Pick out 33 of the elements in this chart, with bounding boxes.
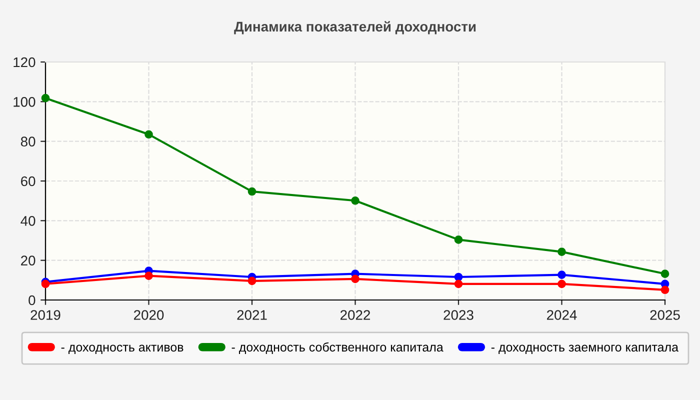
x-tick-label: 2023 [444,310,474,320]
point [144,272,153,280]
x-tick-label: 2022 [340,310,370,320]
x-tick-label: 2021 [237,310,267,320]
point [660,286,670,294]
point [248,276,256,286]
y-tick-label: 120 [14,57,36,68]
y-tick-label: 40 [20,216,36,226]
x-tick-label: 2024 [547,310,577,320]
point [144,130,153,139]
x-tick-label: 2019 [30,310,60,320]
legend-label: - доходность заемного капитала [491,344,678,354]
y-tick-label: 80 [20,136,36,147]
y-tick-label: 60 [21,176,36,186]
point [558,270,566,279]
point [454,236,463,244]
point [558,280,566,288]
point [454,272,463,282]
y-tick-label: 20 [21,256,36,266]
point [41,94,50,102]
point [454,280,463,288]
point [558,248,566,256]
x-tick-label: 2025 [650,310,680,320]
y-tick-label: 100 [14,97,36,107]
legend-label: - доходность собственного капитала [232,342,444,354]
y-tick-label: 0 [28,295,36,306]
point [660,270,670,278]
point [351,196,360,205]
point [351,274,360,284]
legend-label: - доходность активов [61,344,184,354]
chart-title: Динамика показателей доходности [234,21,476,34]
point [248,187,256,196]
x-tick-label: 2020 [134,310,164,320]
